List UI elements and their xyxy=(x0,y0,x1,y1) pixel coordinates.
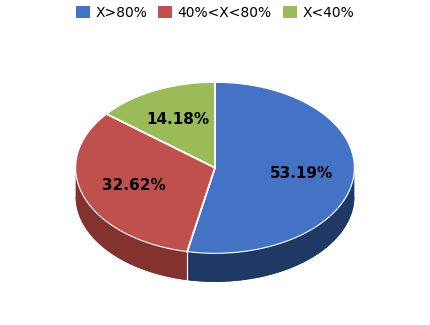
Polygon shape xyxy=(76,168,187,280)
Text: 32.62%: 32.62% xyxy=(102,178,166,193)
Polygon shape xyxy=(187,168,354,282)
Text: 14.18%: 14.18% xyxy=(146,112,209,127)
Polygon shape xyxy=(187,196,354,282)
Polygon shape xyxy=(187,82,354,253)
Polygon shape xyxy=(76,196,215,280)
Text: 53.19%: 53.19% xyxy=(269,166,332,181)
Polygon shape xyxy=(76,114,215,252)
Legend: X>80%, 40%<X<80%, X<40%: X>80%, 40%<X<80%, X<40% xyxy=(70,0,360,25)
Polygon shape xyxy=(107,82,215,168)
